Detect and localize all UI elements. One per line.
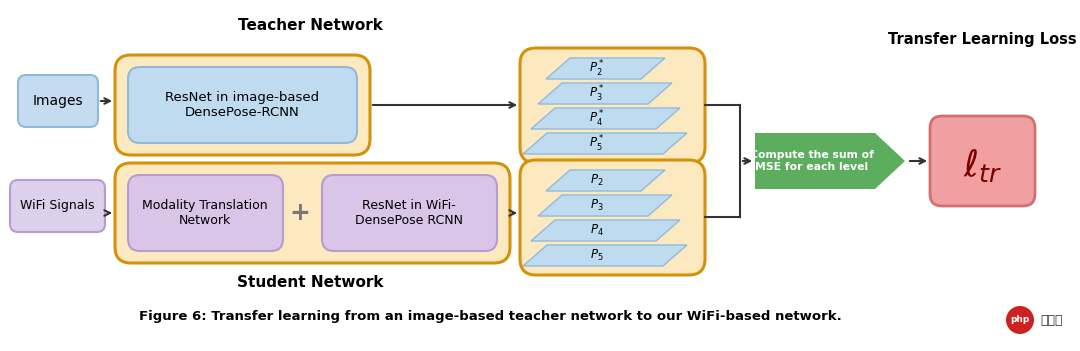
Polygon shape: [531, 220, 680, 241]
Text: php: php: [1011, 316, 1029, 325]
Text: $P_{5}$: $P_{5}$: [590, 248, 604, 263]
Text: Transfer Learning Loss: Transfer Learning Loss: [888, 32, 1077, 47]
Polygon shape: [755, 133, 905, 189]
Text: $\ell_{tr}$: $\ell_{tr}$: [962, 147, 1001, 185]
FancyBboxPatch shape: [519, 48, 705, 163]
Text: WiFi Signals: WiFi Signals: [19, 199, 94, 212]
Text: $P_{2}^*$: $P_{2}^*$: [590, 59, 605, 79]
Text: $P_{5}^*$: $P_{5}^*$: [590, 133, 605, 153]
Polygon shape: [546, 58, 665, 79]
FancyBboxPatch shape: [129, 175, 283, 251]
FancyBboxPatch shape: [114, 163, 510, 263]
FancyBboxPatch shape: [18, 75, 98, 127]
Text: ResNet in WiFi-
DensePose RCNN: ResNet in WiFi- DensePose RCNN: [355, 199, 463, 227]
Polygon shape: [538, 83, 672, 104]
FancyBboxPatch shape: [114, 55, 370, 155]
Text: Figure 6: Transfer learning from an image-based teacher network to our WiFi-base: Figure 6: Transfer learning from an imag…: [138, 310, 841, 323]
Text: Teacher Network: Teacher Network: [238, 18, 382, 33]
FancyBboxPatch shape: [129, 67, 357, 143]
Polygon shape: [523, 133, 687, 154]
Polygon shape: [538, 195, 672, 216]
Circle shape: [1005, 306, 1034, 334]
Text: $P_{2}$: $P_{2}$: [591, 173, 604, 188]
Polygon shape: [523, 245, 687, 266]
Text: +: +: [289, 201, 310, 225]
Text: ResNet in image-based
DensePose-RCNN: ResNet in image-based DensePose-RCNN: [165, 91, 319, 119]
FancyBboxPatch shape: [322, 175, 497, 251]
Text: $P_{4}^*$: $P_{4}^*$: [590, 108, 605, 128]
Text: $P_{3}^*$: $P_{3}^*$: [590, 84, 605, 104]
FancyBboxPatch shape: [519, 160, 705, 275]
FancyBboxPatch shape: [10, 180, 105, 232]
Text: 中文网: 中文网: [1041, 313, 1063, 326]
Text: Modality Translation
Network: Modality Translation Network: [143, 199, 268, 227]
Text: Compute the sum of
MSE for each level: Compute the sum of MSE for each level: [750, 150, 874, 172]
Text: $P_{3}$: $P_{3}$: [590, 198, 604, 213]
Polygon shape: [531, 108, 680, 129]
Text: Images: Images: [32, 94, 83, 108]
Text: Student Network: Student Network: [237, 275, 383, 290]
FancyBboxPatch shape: [930, 116, 1035, 206]
Polygon shape: [546, 170, 665, 191]
Text: $P_{4}$: $P_{4}$: [590, 223, 604, 238]
